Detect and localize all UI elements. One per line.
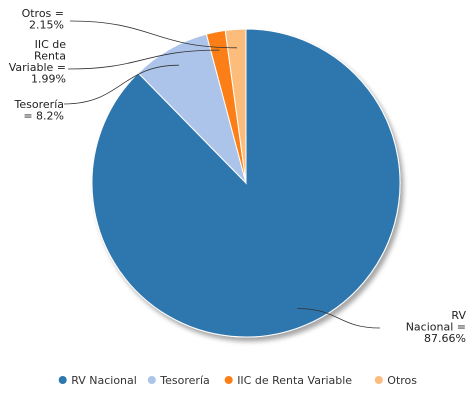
pie-slice-rv-nacional[interactable] [91, 28, 401, 338]
connector-otros [69, 20, 237, 49]
legend-marker-otros [374, 376, 383, 384]
connector-tesoreria [63, 64, 179, 105]
slice-label-tesoreria: Tesorería = 8.2% [14, 98, 64, 123]
legend: RV Nacional Tesorería IIC de Renta Variabl… [58, 374, 417, 387]
slice-labels: RV Nacional = 87.66% Tesorería = 8.2% IIC de R… [9, 7, 467, 345]
pie-slices [91, 28, 401, 338]
legend-item-iic-de-renta-variable[interactable]: IIC de Renta Variable [224, 374, 353, 387]
legend-label-otros: Otros [387, 374, 417, 387]
legend-marker-tesoreria [147, 376, 156, 384]
legend-marker-iic-de-renta-variable [224, 376, 233, 384]
legend-item-rv-nacional[interactable]: RV Nacional [58, 374, 137, 387]
slice-label-rv-nacional: RV Nacional = 87.66% [406, 309, 467, 345]
legend-marker-rv-nacional [58, 376, 67, 384]
pie-slice-otros[interactable] [224, 28, 247, 184]
slice-label-otros: Otros = 2.15% [22, 7, 64, 32]
label-connectors [63, 20, 381, 329]
slice-label-iic-de-renta-variable: IIC de Renta Variable = 1.99% [9, 38, 66, 86]
legend-label-tesoreria: Tesorería [159, 374, 209, 387]
connector-iic-de-renta-variable [67, 49, 220, 70]
legend-label-iic-de-renta-variable: IIC de Renta Variable [237, 374, 352, 387]
legend-item-tesoreria[interactable]: Tesorería [147, 374, 210, 387]
legend-label-rv-nacional: RV Nacional [71, 374, 137, 387]
connector-rv-nacional [297, 308, 381, 329]
legend-item-otros[interactable]: Otros [374, 374, 417, 387]
